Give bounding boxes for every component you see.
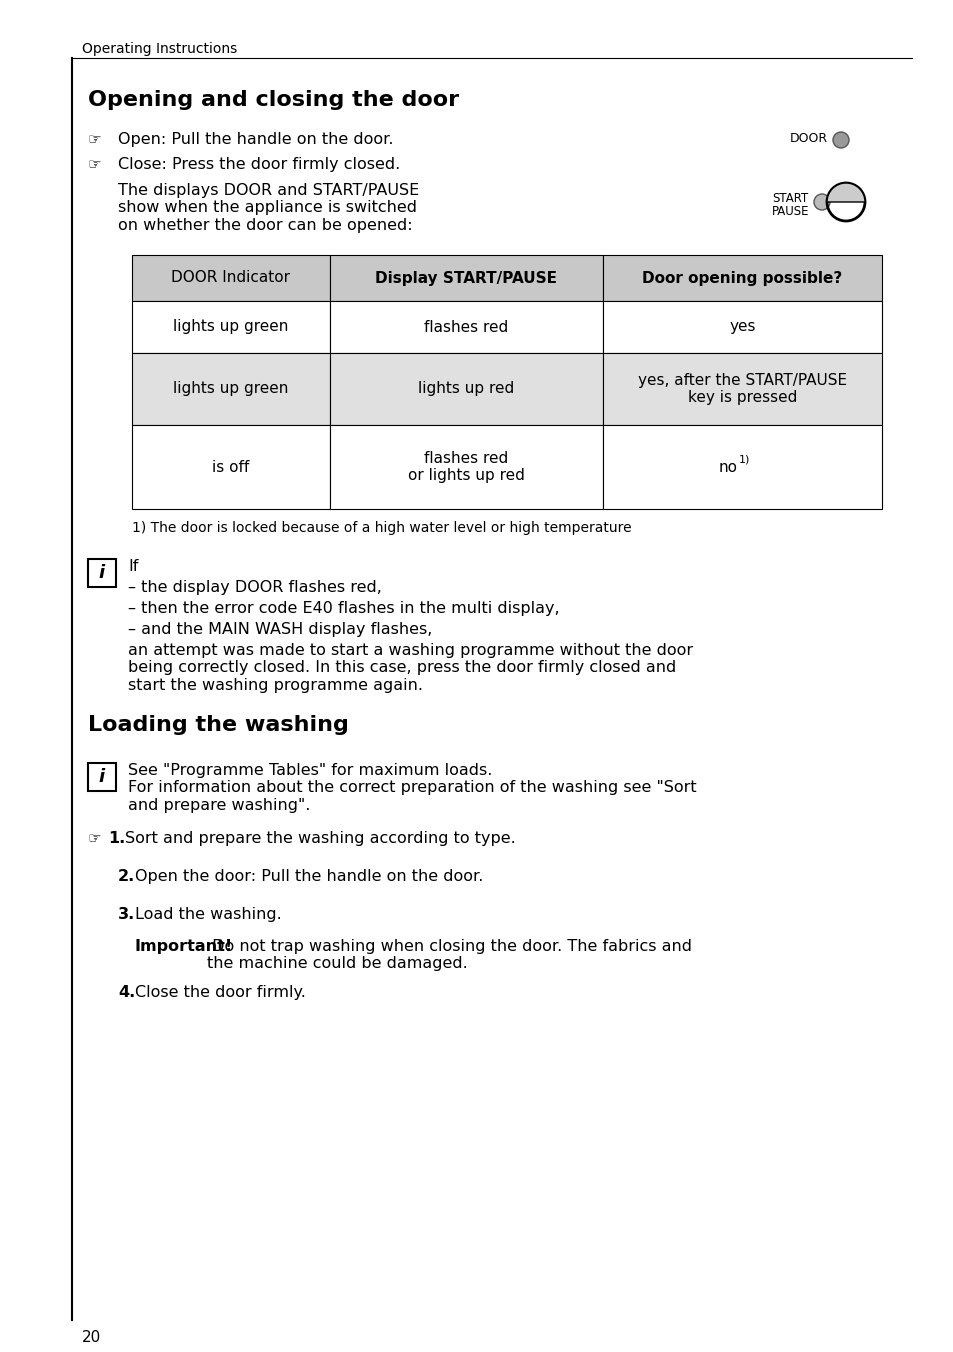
Text: – then the error code E40 flashes in the multi display,: – then the error code E40 flashes in the… (128, 602, 559, 617)
Text: Door opening possible?: Door opening possible? (641, 270, 841, 285)
Text: Sort and prepare the washing according to type.: Sort and prepare the washing according t… (125, 831, 516, 846)
Text: an attempt was made to start a washing programme without the door
being correctl: an attempt was made to start a washing p… (128, 644, 693, 692)
Text: ☞: ☞ (88, 157, 102, 172)
Bar (330, 353, 602, 425)
Text: lights up green: lights up green (173, 319, 289, 334)
Bar (330, 256, 602, 301)
Text: 1): 1) (738, 456, 749, 465)
Text: If: If (128, 558, 138, 575)
Text: yes: yes (728, 319, 755, 334)
Text: 3.: 3. (118, 907, 135, 922)
Text: Open the door: Pull the handle on the door.: Open the door: Pull the handle on the do… (135, 869, 483, 884)
Text: is off: is off (213, 460, 250, 475)
Text: lights up green: lights up green (173, 381, 289, 396)
Text: Operating Instructions: Operating Instructions (82, 42, 237, 55)
Text: Close: Press the door firmly closed.: Close: Press the door firmly closed. (118, 157, 400, 172)
Text: The displays DOOR and START/PAUSE
show when the appliance is switched
on whether: The displays DOOR and START/PAUSE show w… (118, 183, 418, 233)
Text: 1) The door is locked because of a high water level or high temperature: 1) The door is locked because of a high … (132, 521, 631, 535)
Text: Open: Pull the handle on the door.: Open: Pull the handle on the door. (118, 132, 393, 147)
Text: i: i (99, 564, 105, 581)
Text: i: i (99, 768, 105, 786)
Text: Display START/PAUSE: Display START/PAUSE (375, 270, 557, 285)
Text: DOOR: DOOR (789, 132, 827, 145)
Text: Load the washing.: Load the washing. (135, 907, 281, 922)
Text: Important!: Important! (135, 940, 233, 955)
Text: lights up red: lights up red (418, 381, 514, 396)
Bar (602, 301, 882, 353)
Text: Do not trap washing when closing the door. The fabrics and
the machine could be : Do not trap washing when closing the doo… (207, 940, 691, 971)
Text: ☞: ☞ (88, 831, 102, 846)
Circle shape (813, 193, 829, 210)
Text: Close the door firmly.: Close the door firmly. (135, 986, 306, 1000)
Text: 2.: 2. (118, 869, 135, 884)
Text: flashes red
or lights up red: flashes red or lights up red (408, 450, 524, 483)
Bar (88, 763, 116, 791)
Bar (602, 353, 882, 425)
Bar (132, 353, 330, 425)
Text: 20: 20 (82, 1330, 101, 1345)
Bar (132, 256, 330, 301)
Text: 1.: 1. (108, 831, 125, 846)
Bar (602, 256, 882, 301)
Text: ☞: ☞ (88, 132, 102, 147)
Text: Loading the washing: Loading the washing (88, 715, 349, 735)
Text: START: START (771, 192, 807, 206)
Bar (330, 425, 602, 508)
Text: DOOR Indicator: DOOR Indicator (172, 270, 291, 285)
Bar (330, 301, 602, 353)
Bar (132, 301, 330, 353)
Text: yes, after the START/PAUSE
key is pressed: yes, after the START/PAUSE key is presse… (638, 373, 846, 406)
Circle shape (832, 132, 848, 147)
Wedge shape (826, 183, 864, 201)
Text: – and the MAIN WASH display flashes,: – and the MAIN WASH display flashes, (128, 622, 432, 637)
Text: See "Programme Tables" for maximum loads.
For information about the correct prep: See "Programme Tables" for maximum loads… (128, 763, 696, 813)
Text: Opening and closing the door: Opening and closing the door (88, 91, 458, 110)
Bar (602, 425, 882, 508)
Bar (132, 425, 330, 508)
Bar (88, 558, 116, 587)
Text: PAUSE: PAUSE (771, 206, 809, 218)
Text: no: no (718, 460, 737, 475)
Text: – the display DOOR flashes red,: – the display DOOR flashes red, (128, 580, 381, 595)
Text: 4.: 4. (118, 986, 135, 1000)
Text: flashes red: flashes red (424, 319, 508, 334)
